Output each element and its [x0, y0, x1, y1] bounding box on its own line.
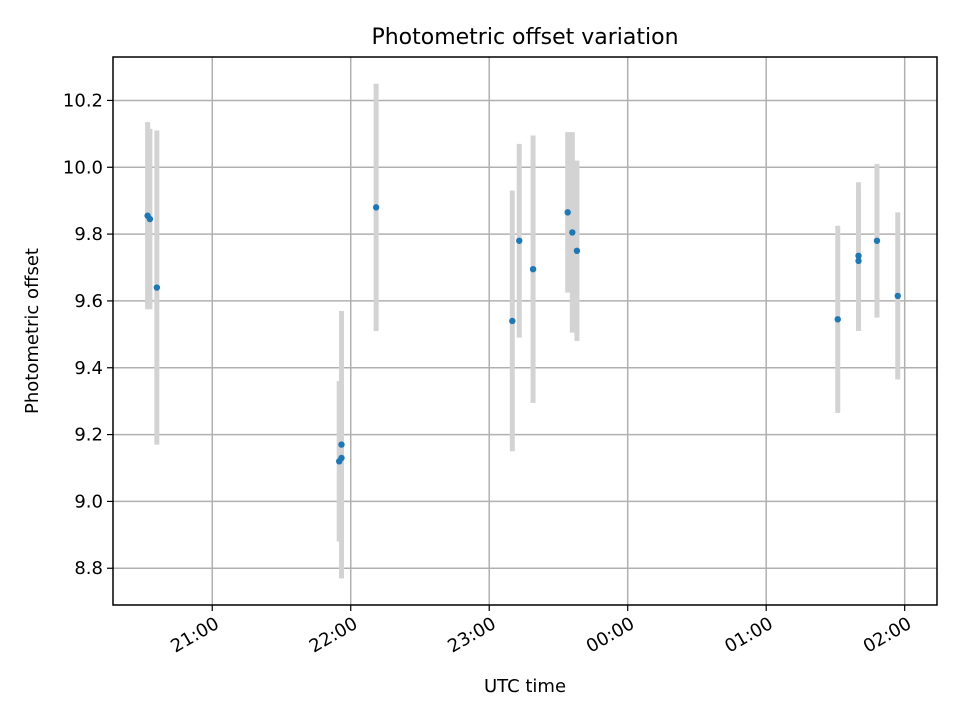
x-tick-label: 02:00 [860, 613, 915, 657]
data-point [873, 237, 881, 244]
x-tick-label: 01:00 [721, 613, 776, 657]
data-point [569, 229, 576, 236]
y-axis-label: Photometric offset [22, 248, 43, 414]
data-point [529, 265, 537, 273]
errorbar-layer [145, 83, 901, 579]
plot-frame [112, 56, 938, 606]
data-point [153, 284, 161, 291]
data-point [834, 316, 841, 323]
x-tick-label: 23:00 [444, 613, 499, 657]
data-point [564, 209, 571, 216]
y-tick-label: 10.2 [63, 90, 103, 111]
x-tick-label: 00:00 [583, 613, 638, 657]
grid-layer [113, 57, 937, 605]
x-tick-label: 21:00 [167, 613, 222, 657]
y-tick-label: 9.2 [74, 425, 103, 446]
data-point [573, 247, 581, 255]
y-tick-label: 9.0 [74, 491, 103, 512]
x-axis-label: UTC time [484, 676, 566, 697]
chart-title: Photometric offset variation [371, 25, 678, 50]
point-layer [144, 204, 901, 465]
data-point [516, 237, 523, 244]
y-tick-label: 10.0 [63, 157, 103, 178]
data-point [338, 441, 345, 448]
data-point [372, 204, 380, 211]
data-point [855, 252, 862, 260]
y-tick-label: 9.6 [74, 291, 103, 312]
data-point [509, 317, 516, 325]
y-tick-label: 9.4 [74, 358, 103, 379]
data-point [894, 292, 901, 300]
y-tick-label: 9.8 [74, 224, 103, 245]
data-point [855, 257, 862, 265]
x-tick-label: 22:00 [306, 613, 361, 657]
data-point [146, 215, 154, 223]
data-point [338, 454, 345, 462]
y-tick-label: 8.8 [74, 558, 103, 579]
